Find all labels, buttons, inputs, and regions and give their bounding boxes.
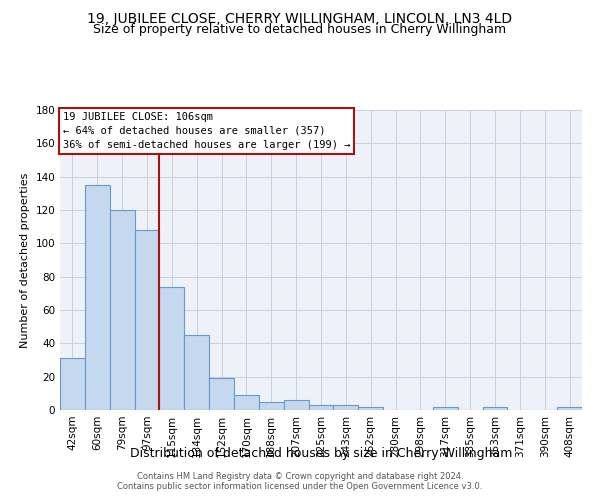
Text: Distribution of detached houses by size in Cherry Willingham: Distribution of detached houses by size … (130, 448, 512, 460)
Text: 19, JUBILEE CLOSE, CHERRY WILLINGHAM, LINCOLN, LN3 4LD: 19, JUBILEE CLOSE, CHERRY WILLINGHAM, LI… (88, 12, 512, 26)
Bar (259, 402, 284, 410)
Bar (85, 185, 110, 410)
Text: Contains HM Land Registry data © Crown copyright and database right 2024.: Contains HM Land Registry data © Crown c… (137, 472, 463, 481)
Bar (209, 378, 234, 410)
Bar (482, 406, 508, 410)
Bar (110, 210, 134, 410)
Bar (184, 335, 209, 410)
Text: 19 JUBILEE CLOSE: 106sqm
← 64% of detached houses are smaller (357)
36% of semi-: 19 JUBILEE CLOSE: 106sqm ← 64% of detach… (62, 112, 350, 150)
Bar (358, 406, 383, 410)
Y-axis label: Number of detached properties: Number of detached properties (20, 172, 30, 348)
Bar (234, 395, 259, 410)
Bar (284, 400, 308, 410)
Text: Contains public sector information licensed under the Open Government Licence v3: Contains public sector information licen… (118, 482, 482, 491)
Bar (308, 405, 334, 410)
Bar (433, 406, 458, 410)
Bar (334, 405, 358, 410)
Bar (60, 358, 85, 410)
Bar (557, 406, 582, 410)
Bar (160, 286, 184, 410)
Text: Size of property relative to detached houses in Cherry Willingham: Size of property relative to detached ho… (94, 22, 506, 36)
Bar (134, 230, 160, 410)
